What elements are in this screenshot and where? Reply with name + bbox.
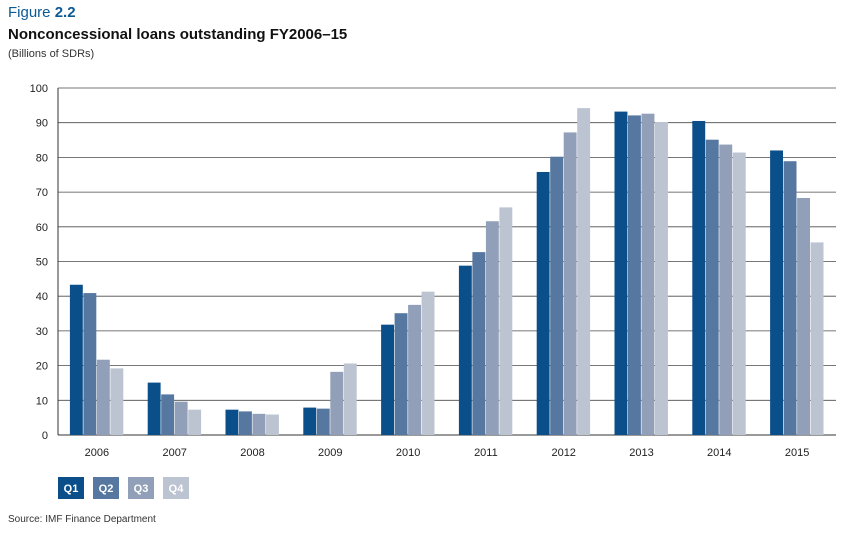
bar-q3-2012 [563,132,577,435]
x-tick-label: 2008 [240,447,264,459]
y-tick-label: 80 [36,152,48,164]
bar-q1-2007 [147,382,161,435]
y-tick-label: 20 [36,361,48,373]
x-tick-label: 2010 [396,447,420,459]
bar-q1-2010 [381,324,394,435]
chart-subtitle: (Billions of SDRs) [8,48,95,60]
bars [69,108,824,436]
bar-q2-2011 [472,252,486,435]
bar-q4-2007 [188,409,202,435]
bar-q1-2012 [536,171,550,435]
bar-q3-2011 [485,221,499,435]
legend-swatch-q1 [58,477,84,499]
bar-q3-2015 [797,197,810,435]
x-tick-label: 2015 [785,447,809,459]
bar-q2-2010 [394,313,408,435]
y-axis-ticks: 0 10 20 30 40 50 60 70 80 90 100 [30,83,48,442]
bar-q1-2015 [770,150,783,435]
figure-label: Figure 2.2 [8,4,76,21]
x-tick-label: 2012 [551,447,575,459]
bar-q4-2006 [110,368,124,435]
bar-q3-2014 [719,144,733,435]
y-tick-label: 50 [36,257,48,269]
bar-q2-2009 [316,408,330,435]
y-tick-label: 0 [42,430,48,442]
bar-q2-2006 [83,293,97,435]
x-tick-label: 2006 [85,447,109,459]
y-tick-label: 70 [36,187,48,199]
bar-q2-2014 [705,139,719,435]
bar-q3-2009 [330,371,344,435]
bar-q4-2008 [266,414,279,435]
bar-q3-2006 [96,359,110,435]
bar-q4-2014 [732,152,746,436]
figure-prefix: Figure [8,4,51,21]
bar-q3-2008 [252,413,266,435]
bar-q2-2007 [161,394,175,435]
y-tick-label: 100 [30,83,48,95]
bar-q4-2011 [499,207,513,435]
legend: Q1 Q2 Q3 Q4 [58,477,189,499]
bar-q3-2010 [408,304,421,435]
chart-title: Nonconcessional loans outstanding FY2006… [8,26,348,43]
y-tick-label: 60 [36,222,48,234]
x-tick-label: 2009 [318,447,342,459]
bar-q1-2009 [303,407,317,435]
x-axis-ticks: 2006 2007 2008 2009 2010 2011 2012 2013 2014 2015 [85,447,810,459]
bar-q2-2012 [550,156,564,435]
figure-number: 2.2 [54,4,76,21]
bar-q3-2007 [174,401,188,435]
source-note: Source: IMF Finance Department [8,514,156,525]
bar-q1-2006 [69,284,83,435]
bar-q4-2013 [655,122,668,436]
x-tick-label: 2013 [629,447,653,459]
bar-q2-2013 [628,115,641,436]
x-tick-label: 2011 [474,447,498,459]
bar-q1-2008 [225,409,239,435]
x-tick-label: 2007 [162,447,186,459]
y-tick-label: 40 [36,291,48,303]
legend-swatch-q4 [163,477,189,499]
legend-swatch-q2 [93,477,119,499]
bar-q4-2012 [577,108,591,435]
legend-label-q4: Q4 [169,483,185,495]
legend-swatch-q3 [128,477,154,499]
x-tick-label: 2014 [707,447,731,459]
y-tick-label: 10 [36,395,48,407]
y-tick-label: 30 [36,326,48,338]
legend-label-q1: Q1 [64,483,79,495]
bar-q1-2014 [692,120,706,435]
bar-q2-2015 [783,161,797,436]
legend-label-q3: Q3 [134,483,149,495]
y-tick-label: 90 [36,118,48,130]
bar-q2-2008 [239,411,252,435]
bar-q4-2009 [343,363,357,435]
bar-q4-2010 [421,291,435,435]
bar-q3-2013 [641,113,655,435]
bar-q4-2015 [810,242,824,435]
legend-label-q2: Q2 [99,483,114,495]
bar-q1-2013 [614,111,628,435]
bar-q1-2011 [458,265,472,435]
